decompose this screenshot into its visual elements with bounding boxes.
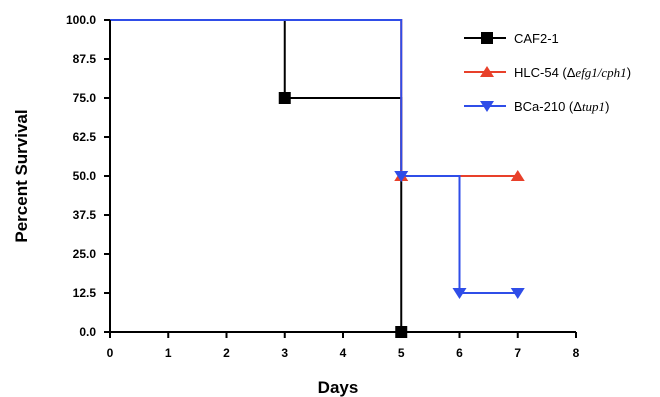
- legend-label-0: CAF2-1: [514, 31, 559, 46]
- series-0-point-1: [278, 92, 291, 104]
- legend-swatch-marker: [480, 101, 494, 112]
- legend: CAF2-1 HLC-54 (Δefg1/cph1) BCa-210 (Δtup1): [464, 31, 631, 114]
- x-tick-label: 1: [165, 346, 172, 360]
- legend-label-1: HLC-54 (Δefg1/cph1): [514, 65, 631, 80]
- y-tick-label: 37.5: [73, 208, 97, 222]
- series-lines: [110, 19, 518, 332]
- legend-swatch-marker: [480, 66, 494, 77]
- legend-label-2: BCa-210 (Δtup1): [514, 99, 609, 114]
- series-2-point-2: [452, 288, 467, 299]
- x-tick-label: 2: [223, 346, 230, 360]
- series-line-0: [110, 19, 403, 332]
- series-line-2: [110, 19, 518, 294]
- x-tick-label: 3: [281, 346, 288, 360]
- legend-item-1: HLC-54 (Δefg1/cph1): [464, 65, 631, 80]
- y-tick-label: 62.5: [73, 130, 97, 144]
- legend-swatch-marker: [481, 32, 493, 44]
- x-tick-label: 4: [340, 346, 347, 360]
- x-tick-label: 8: [573, 346, 580, 360]
- x-axis-title: Days: [318, 378, 359, 397]
- x-tick-label: 6: [456, 346, 463, 360]
- series-markers: [278, 92, 525, 338]
- y-tick-label: 87.5: [73, 52, 97, 66]
- y-tick-label: 25.0: [73, 247, 97, 261]
- legend-item-0: CAF2-1: [464, 31, 559, 46]
- y-tick-label: 50.0: [73, 169, 97, 183]
- y-tick-label: 0.0: [79, 325, 96, 339]
- series-2-point-3: [510, 288, 525, 299]
- x-tick-label: 7: [514, 346, 521, 360]
- series-1-point-2: [510, 170, 525, 181]
- y-tick-label: 12.5: [73, 286, 97, 300]
- x-tick-label: 5: [398, 346, 405, 360]
- axes: [104, 19, 577, 338]
- x-tick-label: 0: [107, 346, 114, 360]
- y-tick-label: 75.0: [73, 91, 97, 105]
- y-tick-label: 100.0: [66, 13, 96, 27]
- tick-labels: 0.0 12.5 25.0 37.5 50.0 62.5 75.0 87.5 100.0 0 1 2 3…: [66, 13, 580, 360]
- series-2-point-1: [394, 171, 409, 182]
- y-axis-title: Percent Survival: [12, 109, 31, 242]
- legend-item-2: BCa-210 (Δtup1): [464, 99, 609, 114]
